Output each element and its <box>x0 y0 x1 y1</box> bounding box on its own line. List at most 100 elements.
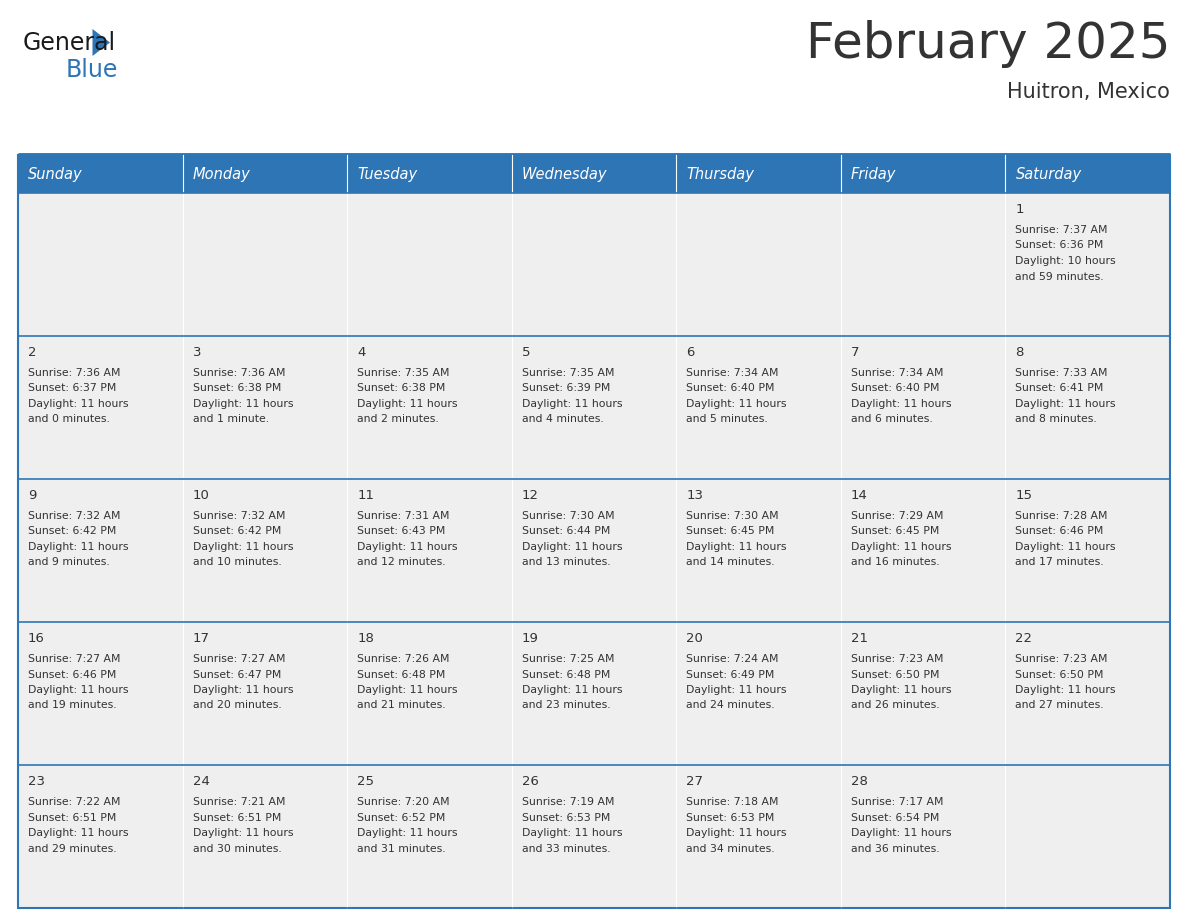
Bar <box>1005 336 1170 479</box>
Text: 18: 18 <box>358 632 374 645</box>
Bar <box>512 622 676 765</box>
Text: Saturday: Saturday <box>1016 166 1081 182</box>
Bar <box>183 479 347 622</box>
Text: Sunrise: 7:30 AM: Sunrise: 7:30 AM <box>687 511 779 521</box>
Bar <box>676 155 841 193</box>
Text: Daylight: 11 hours: Daylight: 11 hours <box>358 828 457 838</box>
Bar <box>347 155 512 193</box>
Text: Tuesday: Tuesday <box>358 166 417 182</box>
Text: Daylight: 11 hours: Daylight: 11 hours <box>851 685 952 695</box>
Polygon shape <box>93 29 110 56</box>
Bar <box>347 336 512 479</box>
Text: Sunrise: 7:27 AM: Sunrise: 7:27 AM <box>192 654 285 664</box>
Text: Sunset: 6:51 PM: Sunset: 6:51 PM <box>192 812 280 823</box>
Bar <box>676 336 841 479</box>
Bar <box>841 765 1005 908</box>
Text: Sunset: 6:49 PM: Sunset: 6:49 PM <box>687 669 775 679</box>
Text: Daylight: 11 hours: Daylight: 11 hours <box>851 542 952 552</box>
Text: Daylight: 11 hours: Daylight: 11 hours <box>192 828 293 838</box>
Text: Sunset: 6:47 PM: Sunset: 6:47 PM <box>192 669 280 679</box>
Text: 6: 6 <box>687 346 695 359</box>
Bar <box>347 193 512 336</box>
Text: 16: 16 <box>29 632 45 645</box>
Text: Daylight: 11 hours: Daylight: 11 hours <box>1016 542 1116 552</box>
Bar <box>183 193 347 336</box>
Text: Sunrise: 7:18 AM: Sunrise: 7:18 AM <box>687 797 779 807</box>
Bar <box>1005 155 1170 193</box>
Text: Sunset: 6:45 PM: Sunset: 6:45 PM <box>851 527 940 536</box>
Text: and 16 minutes.: and 16 minutes. <box>851 557 940 567</box>
Text: Sunrise: 7:34 AM: Sunrise: 7:34 AM <box>687 368 779 378</box>
Text: Sunrise: 7:28 AM: Sunrise: 7:28 AM <box>1016 511 1108 521</box>
Text: Sunset: 6:41 PM: Sunset: 6:41 PM <box>1016 384 1104 394</box>
Text: and 24 minutes.: and 24 minutes. <box>687 700 775 711</box>
Text: Daylight: 11 hours: Daylight: 11 hours <box>1016 399 1116 409</box>
Text: and 6 minutes.: and 6 minutes. <box>851 415 933 424</box>
Text: 22: 22 <box>1016 632 1032 645</box>
Text: and 2 minutes.: and 2 minutes. <box>358 415 438 424</box>
Text: 23: 23 <box>29 775 45 788</box>
Text: and 4 minutes.: and 4 minutes. <box>522 415 604 424</box>
Bar <box>183 622 347 765</box>
Text: and 26 minutes.: and 26 minutes. <box>851 700 940 711</box>
Text: and 23 minutes.: and 23 minutes. <box>522 700 611 711</box>
Text: Sunset: 6:52 PM: Sunset: 6:52 PM <box>358 812 446 823</box>
Bar <box>183 155 347 193</box>
Text: Sunset: 6:42 PM: Sunset: 6:42 PM <box>29 527 116 536</box>
Text: 10: 10 <box>192 489 209 502</box>
Text: Daylight: 11 hours: Daylight: 11 hours <box>358 685 457 695</box>
Text: Sunset: 6:48 PM: Sunset: 6:48 PM <box>522 669 611 679</box>
Text: Sunset: 6:48 PM: Sunset: 6:48 PM <box>358 669 446 679</box>
Text: 26: 26 <box>522 775 538 788</box>
Text: and 1 minute.: and 1 minute. <box>192 415 268 424</box>
Text: February 2025: February 2025 <box>805 20 1170 68</box>
Text: and 29 minutes.: and 29 minutes. <box>29 844 116 854</box>
Text: Sunset: 6:40 PM: Sunset: 6:40 PM <box>851 384 940 394</box>
Bar <box>841 336 1005 479</box>
Text: 28: 28 <box>851 775 867 788</box>
Text: Sunset: 6:36 PM: Sunset: 6:36 PM <box>1016 241 1104 251</box>
Text: Daylight: 11 hours: Daylight: 11 hours <box>358 542 457 552</box>
Text: Sunrise: 7:34 AM: Sunrise: 7:34 AM <box>851 368 943 378</box>
Text: 9: 9 <box>29 489 37 502</box>
Bar <box>512 193 676 336</box>
Text: Sunset: 6:37 PM: Sunset: 6:37 PM <box>29 384 116 394</box>
Text: 3: 3 <box>192 346 201 359</box>
Text: Daylight: 10 hours: Daylight: 10 hours <box>1016 256 1116 266</box>
Text: 21: 21 <box>851 632 868 645</box>
Text: Blue: Blue <box>67 58 119 82</box>
Bar <box>18 155 1170 908</box>
Text: Sunrise: 7:29 AM: Sunrise: 7:29 AM <box>851 511 943 521</box>
Text: Daylight: 11 hours: Daylight: 11 hours <box>687 542 786 552</box>
Text: Sunset: 6:44 PM: Sunset: 6:44 PM <box>522 527 611 536</box>
Text: 4: 4 <box>358 346 366 359</box>
Text: and 30 minutes.: and 30 minutes. <box>192 844 282 854</box>
Text: Daylight: 11 hours: Daylight: 11 hours <box>851 399 952 409</box>
Text: and 21 minutes.: and 21 minutes. <box>358 700 446 711</box>
Text: Huitron, Mexico: Huitron, Mexico <box>1007 82 1170 102</box>
Text: Daylight: 11 hours: Daylight: 11 hours <box>522 399 623 409</box>
Bar <box>1005 193 1170 336</box>
Text: Daylight: 11 hours: Daylight: 11 hours <box>851 828 952 838</box>
Text: Daylight: 11 hours: Daylight: 11 hours <box>358 399 457 409</box>
Text: Daylight: 11 hours: Daylight: 11 hours <box>29 399 128 409</box>
Bar <box>841 155 1005 193</box>
Bar <box>676 479 841 622</box>
Bar <box>1005 479 1170 622</box>
Bar <box>676 765 841 908</box>
Text: Daylight: 11 hours: Daylight: 11 hours <box>687 685 786 695</box>
Text: Sunrise: 7:21 AM: Sunrise: 7:21 AM <box>192 797 285 807</box>
Text: Sunrise: 7:27 AM: Sunrise: 7:27 AM <box>29 654 120 664</box>
Text: Sunrise: 7:19 AM: Sunrise: 7:19 AM <box>522 797 614 807</box>
Text: Sunrise: 7:26 AM: Sunrise: 7:26 AM <box>358 654 449 664</box>
Text: Sunset: 6:42 PM: Sunset: 6:42 PM <box>192 527 280 536</box>
Text: 17: 17 <box>192 632 209 645</box>
Text: Sunrise: 7:36 AM: Sunrise: 7:36 AM <box>192 368 285 378</box>
Text: 2: 2 <box>29 346 37 359</box>
Text: and 19 minutes.: and 19 minutes. <box>29 700 116 711</box>
Text: Sunset: 6:38 PM: Sunset: 6:38 PM <box>192 384 280 394</box>
Text: Sunset: 6:43 PM: Sunset: 6:43 PM <box>358 527 446 536</box>
Text: Sunrise: 7:20 AM: Sunrise: 7:20 AM <box>358 797 450 807</box>
Text: and 12 minutes.: and 12 minutes. <box>358 557 446 567</box>
Text: and 31 minutes.: and 31 minutes. <box>358 844 446 854</box>
